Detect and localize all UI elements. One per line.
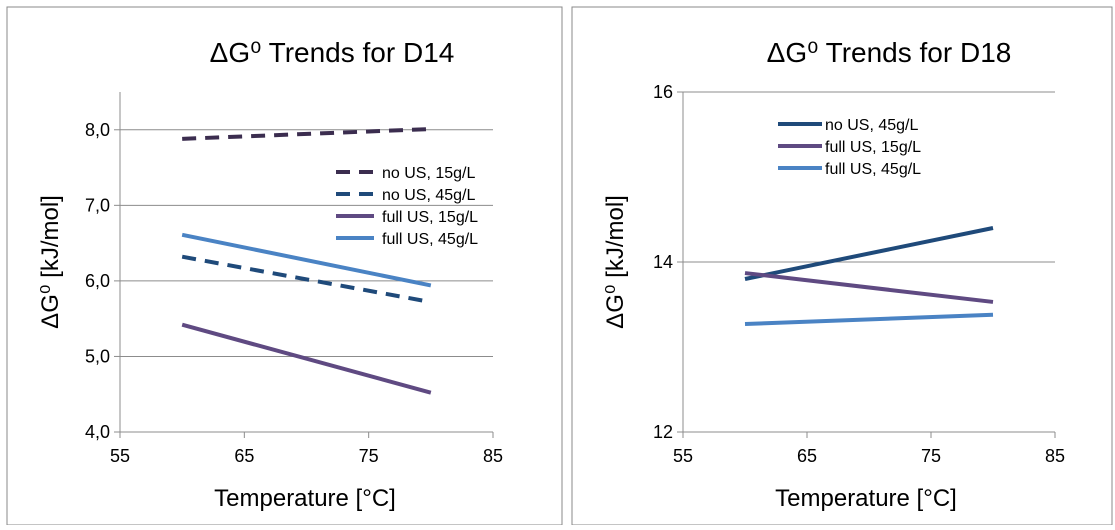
y-tick-label: 8,0 xyxy=(85,120,110,140)
x-tick-label: 65 xyxy=(797,446,817,466)
x-tick-label: 55 xyxy=(110,446,130,466)
series-line xyxy=(181,254,432,305)
x-tick-label: 55 xyxy=(673,446,693,466)
legend-label: full US, 15g/L xyxy=(825,139,921,156)
x-tick-label: 75 xyxy=(359,446,379,466)
chart-title: ΔG⁰ Trends for D18 xyxy=(767,37,1012,68)
legend-label: full US, 45g/L xyxy=(825,161,921,178)
y-axis-label: ΔG⁰ [kJ/mol] xyxy=(37,195,64,329)
legend-label: no US, 45g/L xyxy=(382,187,476,204)
y-tick-label: 16 xyxy=(653,82,673,102)
chart-panel-d18: 12 14 16 55 65 75 85 ΔG⁰ Trends for D18 Temperat… xyxy=(566,0,1115,526)
x-tick-label: 65 xyxy=(234,446,254,466)
y-tick-label: 14 xyxy=(653,252,673,272)
chart-title: ΔG⁰ Trends for D14 xyxy=(210,37,455,68)
series-line xyxy=(181,232,432,288)
series-line xyxy=(744,271,994,304)
y-tick-label: 7,0 xyxy=(85,195,110,215)
x-tick-label: 85 xyxy=(1045,446,1065,466)
x-tick-label: 75 xyxy=(921,446,941,466)
chart-d18: 12 14 16 55 65 75 85 ΔG⁰ Trends for D18 Temperat… xyxy=(571,6,1113,526)
chart-border xyxy=(571,6,1113,526)
chart-panel-d14: 4,0 5,0 6,0 7,0 8,0 55 65 75 85 ΔG⁰ Trends for D1… xyxy=(6,6,563,526)
x-tick-label: 85 xyxy=(483,446,503,466)
y-axis-label: ΔG⁰ [kJ/mol] xyxy=(602,195,629,329)
y-tick-label: 4,0 xyxy=(85,422,110,442)
legend-label: no US, 15g/L xyxy=(382,165,476,182)
y-tick-label: 12 xyxy=(653,422,673,442)
series-line xyxy=(744,226,994,281)
chart-border xyxy=(6,6,563,526)
y-tick-label: 5,0 xyxy=(85,346,110,366)
x-axis-label: Temperature [°C] xyxy=(775,485,957,512)
chart-d14: 4,0 5,0 6,0 7,0 8,0 55 65 75 85 ΔG⁰ Trends for D1… xyxy=(6,6,563,526)
legend-label: no US, 45g/L xyxy=(825,117,919,134)
y-tick-label: 6,0 xyxy=(85,271,110,291)
series-line xyxy=(182,127,431,141)
series-line xyxy=(181,322,432,395)
series-line xyxy=(744,312,994,327)
legend-label: full US, 15g/L xyxy=(382,209,478,226)
x-axis-label: Temperature [°C] xyxy=(214,485,396,512)
legend-label: full US, 45g/L xyxy=(382,231,478,248)
